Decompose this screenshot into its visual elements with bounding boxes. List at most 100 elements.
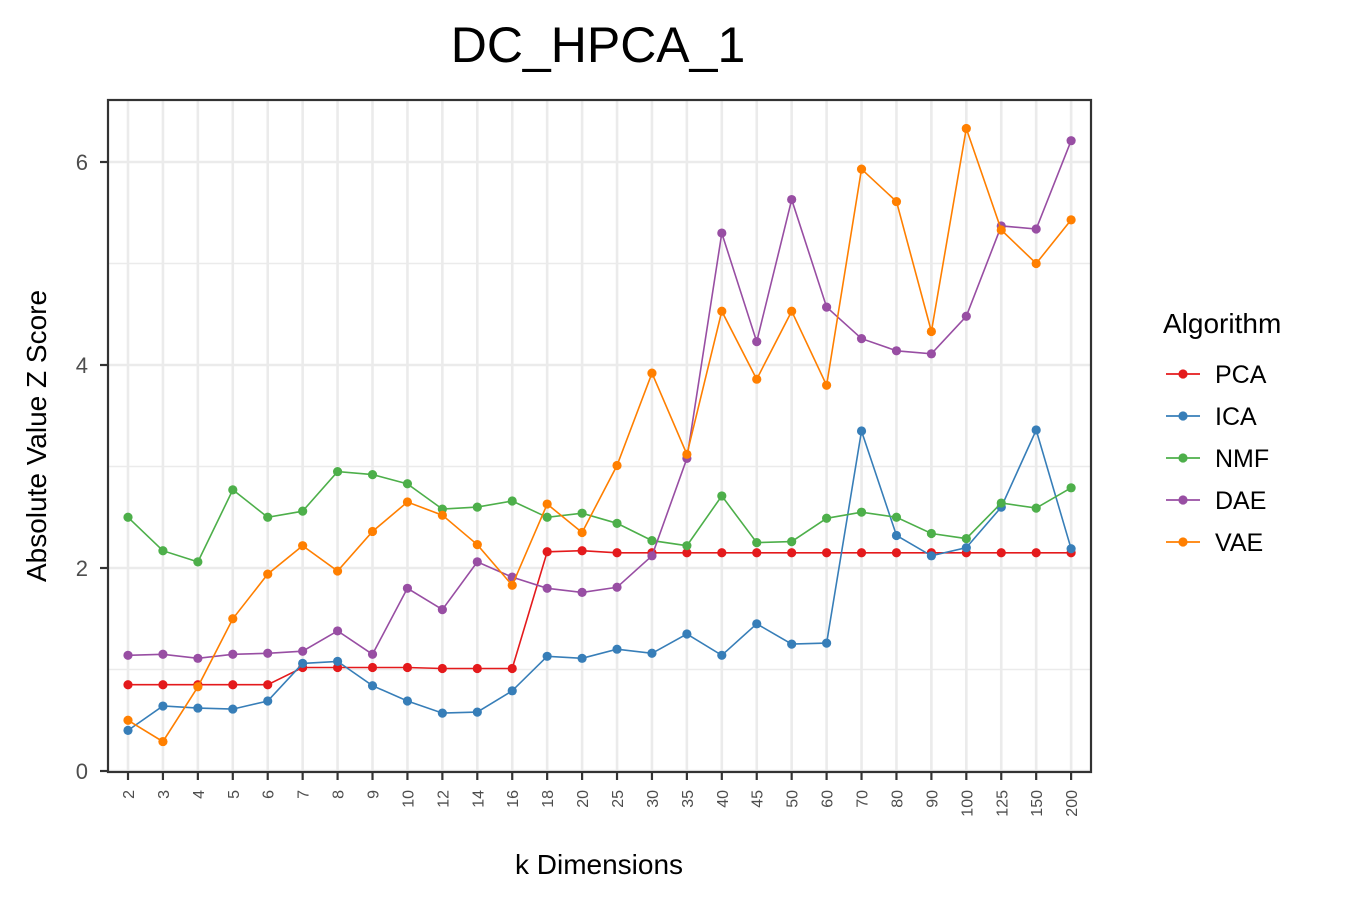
data-point-vae — [996, 225, 1006, 235]
data-point-pca — [856, 548, 867, 558]
data-point-nmf — [472, 502, 482, 512]
data-point-nmf — [822, 513, 832, 523]
data-point-nmf — [402, 479, 413, 489]
x-tick-label: 50 — [785, 790, 802, 808]
data-point-ica — [891, 530, 902, 541]
data-point-vae — [332, 566, 343, 576]
legend-key-point — [1178, 411, 1188, 421]
data-point-ica — [926, 551, 936, 561]
data-point-ica — [123, 725, 133, 736]
data-point-dae — [437, 605, 447, 615]
data-point-ica — [961, 543, 971, 553]
data-point-ica — [1031, 425, 1041, 435]
data-point-dae — [263, 648, 273, 658]
data-point-dae — [717, 228, 727, 238]
legend-item-pca: PCA — [1166, 361, 1267, 389]
data-point-nmf — [123, 512, 133, 522]
data-point-dae — [577, 587, 587, 597]
data-point-dae — [402, 583, 413, 593]
x-tick-label: 25 — [610, 790, 627, 808]
data-point-ica — [507, 686, 517, 696]
data-point-pca — [263, 680, 273, 690]
legend-key-point — [1178, 453, 1188, 463]
series-line-nmf — [127, 470, 1072, 563]
data-point-nmf — [507, 496, 517, 506]
data-point-pca — [752, 548, 762, 558]
data-point-ica — [158, 701, 168, 711]
data-point-dae — [158, 649, 168, 659]
data-point-vae — [612, 460, 622, 471]
x-axis-title: k Dimensions — [515, 849, 683, 880]
data-point-pca — [1031, 548, 1041, 558]
data-point-vae — [437, 510, 447, 520]
x-tick-label: 90 — [924, 790, 941, 808]
data-point-pca — [158, 680, 168, 690]
legend-item-vae: VAE — [1166, 529, 1263, 557]
x-tick-label: 5 — [226, 790, 243, 799]
data-point-ica — [1066, 544, 1076, 554]
data-point-vae — [961, 123, 971, 134]
series-line-dae — [127, 140, 1072, 660]
data-point-pca — [822, 548, 832, 558]
x-tick-label: 8 — [331, 790, 348, 799]
x-tick-label: 16 — [505, 790, 522, 808]
x-tick-label: 35 — [680, 790, 697, 808]
data-point-nmf — [263, 512, 273, 522]
data-point-ica — [298, 658, 308, 669]
x-tick-label: 9 — [366, 790, 383, 799]
data-point-vae — [158, 736, 168, 747]
x-tick-label: 200 — [1064, 790, 1081, 817]
data-point-vae — [1066, 215, 1076, 225]
grid-lines — [108, 100, 1091, 773]
data-point-dae — [787, 194, 797, 205]
x-tick-label: 45 — [750, 790, 767, 808]
x-tick-label: 20 — [575, 790, 592, 808]
data-point-vae — [263, 569, 273, 579]
data-point-ica — [856, 426, 867, 436]
legend-item-dae: DAE — [1166, 487, 1266, 515]
legend-key-point — [1178, 537, 1188, 547]
data-point-ica — [577, 653, 587, 663]
data-point-pca — [682, 548, 692, 558]
data-point-dae — [612, 582, 622, 592]
data-point-nmf — [682, 541, 692, 551]
data-point-nmf — [612, 518, 622, 528]
data-point-nmf — [996, 498, 1006, 508]
data-point-dae — [472, 557, 482, 567]
series-dae — [123, 136, 1076, 663]
data-point-dae — [856, 334, 867, 344]
x-tick-label: 125 — [994, 790, 1011, 817]
data-point-ica — [822, 638, 832, 648]
legend-label: PCA — [1215, 361, 1267, 389]
data-point-dae — [1066, 136, 1076, 146]
x-tick-label: 150 — [1029, 790, 1046, 817]
series-line-ica — [127, 427, 1072, 732]
x-tick-label: 30 — [645, 790, 662, 808]
data-point-dae — [926, 349, 936, 359]
data-point-ica — [437, 708, 447, 718]
series-lines — [123, 123, 1076, 747]
series-nmf — [123, 466, 1076, 567]
data-point-nmf — [577, 508, 587, 518]
data-point-pca — [577, 546, 587, 556]
legend-label: VAE — [1215, 529, 1263, 557]
legend-key-point — [1178, 369, 1188, 379]
data-point-vae — [193, 682, 203, 692]
data-point-dae — [542, 583, 552, 593]
data-point-vae — [682, 449, 692, 459]
data-point-ica — [193, 703, 203, 713]
data-point-nmf — [228, 485, 238, 495]
data-point-nmf — [367, 470, 378, 480]
data-point-ica — [612, 644, 622, 654]
x-tick-label: 10 — [400, 790, 417, 808]
legend-title: Algorithm — [1163, 308, 1281, 339]
data-point-nmf — [1031, 503, 1041, 513]
data-point-pca — [542, 547, 552, 557]
data-point-vae — [717, 306, 727, 316]
x-tick-label: 70 — [855, 790, 872, 808]
legend-key-point — [1178, 495, 1188, 505]
data-point-vae — [472, 540, 482, 550]
data-point-ica — [228, 704, 238, 714]
legend-item-ica: ICA — [1166, 403, 1257, 431]
